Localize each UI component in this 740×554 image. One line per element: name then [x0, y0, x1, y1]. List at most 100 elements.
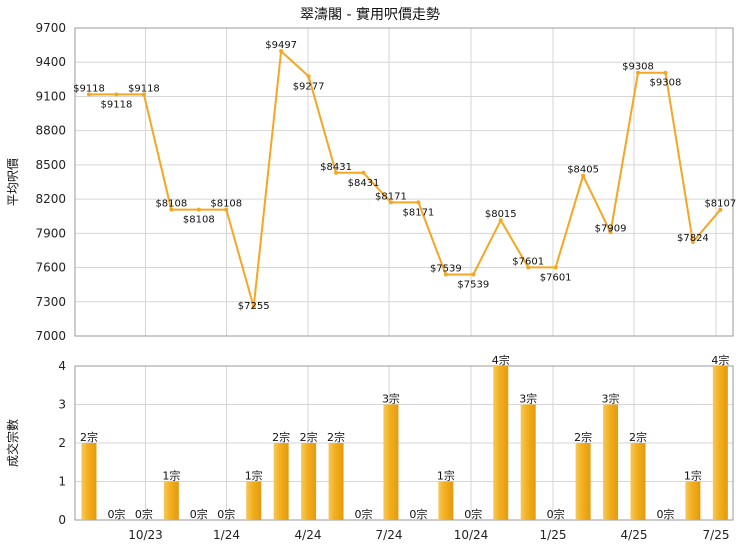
- count-bar: [301, 443, 317, 520]
- price-y-tick-label: 7900: [35, 226, 66, 240]
- price-point: [636, 70, 640, 75]
- count-data-label: 3宗: [519, 392, 537, 406]
- count-data-label: 0宗: [656, 507, 674, 521]
- count-data-label: 0宗: [107, 507, 125, 521]
- price-point: [141, 92, 146, 97]
- count-data-label: 0宗: [464, 507, 482, 521]
- count-data-label: 4宗: [711, 353, 729, 367]
- count-bar: [520, 404, 536, 520]
- count-bar: [603, 404, 619, 520]
- count-data-label: 3宗: [382, 392, 400, 406]
- price-point: [306, 74, 311, 79]
- price-y-tick-label: 8200: [35, 192, 66, 206]
- price-data-label: $9308: [650, 78, 682, 89]
- price-point: [663, 70, 668, 75]
- price-data-label: $7601: [512, 256, 544, 267]
- count-plot-frame: [74, 365, 734, 521]
- price-data-label: $9118: [128, 83, 160, 94]
- count-bar: [273, 443, 289, 520]
- price-point: [498, 218, 503, 223]
- price-data-label: $8108: [210, 199, 242, 210]
- price-point: [361, 170, 366, 175]
- count-y-tick-label: 3: [58, 398, 66, 412]
- x-tick-label: 4/24: [295, 528, 322, 542]
- count-data-label: 0宗: [190, 507, 208, 521]
- price-data-label: $8108: [155, 199, 187, 210]
- price-data-label: $9497: [265, 40, 297, 51]
- count-bar: [163, 481, 179, 520]
- count-bar: [493, 366, 509, 520]
- count-data-label: 1宗: [162, 469, 180, 483]
- x-tick-label: 7/24: [376, 528, 403, 542]
- count-data-label: 0宗: [547, 507, 565, 521]
- price-point: [718, 207, 723, 212]
- x-tick-label: 10/23: [128, 528, 163, 542]
- price-point: [251, 304, 256, 309]
- price-point: [608, 230, 613, 235]
- price-y-tick-label: 8800: [35, 124, 66, 138]
- count-bar: [685, 481, 701, 520]
- count-data-label: 1宗: [245, 469, 263, 483]
- price-y-tick-label: 9700: [35, 21, 66, 35]
- price-y-axis-title: 平均呎價: [6, 158, 20, 206]
- count-data-label: 3宗: [602, 392, 620, 406]
- price-point: [279, 49, 284, 54]
- price-data-label: $8431: [320, 162, 352, 173]
- count-data-label: 0宗: [217, 507, 235, 521]
- price-point: [87, 92, 91, 97]
- count-bar: [575, 443, 591, 520]
- price-data-label: $9118: [101, 99, 133, 110]
- count-bar: [246, 481, 262, 520]
- price-point: [196, 207, 201, 212]
- price-point: [224, 207, 229, 212]
- count-data-label: 2宗: [300, 430, 318, 444]
- price-y-tick-label: 7000: [35, 329, 66, 343]
- price-y-tick-label: 8500: [35, 158, 66, 172]
- price-y-tick-label: 7300: [35, 295, 66, 309]
- price-point: [334, 170, 339, 175]
- price-data-label: $7824: [677, 233, 709, 244]
- price-data-label: $8107: [704, 199, 736, 210]
- count-data-label: 0宗: [135, 507, 153, 521]
- x-tick-label: 1/24: [213, 528, 240, 542]
- count-y-axis-title: 成交宗數: [5, 419, 20, 467]
- count-y-tick-label: 2: [58, 436, 66, 450]
- price-y-tick-label: 9100: [35, 89, 66, 103]
- count-data-label: 4宗: [492, 353, 510, 367]
- price-y-tick-label: 7600: [35, 261, 66, 275]
- count-data-label: 2宗: [80, 430, 98, 444]
- price-data-label: $8171: [402, 207, 434, 218]
- count-data-label: 2宗: [574, 430, 592, 444]
- price-data-label: $7255: [238, 301, 270, 312]
- price-point: [526, 265, 531, 270]
- price-data-label: $7539: [430, 264, 462, 275]
- price-point: [690, 240, 695, 245]
- price-point: [581, 173, 586, 178]
- price-plot-area: [75, 28, 733, 336]
- price-point: [443, 272, 448, 277]
- price-data-label: $9308: [622, 62, 654, 73]
- price-data-label: $7909: [595, 223, 627, 234]
- count-bar: [438, 481, 454, 520]
- count-data-label: 1宗: [684, 469, 702, 483]
- count-panel: 0 1 2 3 4 成交宗數 2宗 0宗 0宗 1宗 0宗 0宗 1宗 2宗 2宗 2宗 0宗 3宗 0宗 1宗 0宗 4…: [5, 353, 734, 542]
- price-point: [416, 200, 421, 205]
- price-line: [89, 50, 722, 308]
- price-data-label: $8015: [485, 209, 517, 220]
- count-data-label: 2宗: [629, 430, 647, 444]
- price-data-label: $7601: [540, 272, 572, 283]
- price-y-tick-label: 9400: [35, 55, 66, 69]
- price-point: [553, 265, 558, 270]
- count-bar: [81, 443, 97, 520]
- price-plot-frame: [74, 27, 734, 337]
- count-bar: [328, 443, 344, 520]
- x-tick-label: 1/25: [540, 528, 567, 542]
- price-data-label: $9277: [293, 81, 325, 92]
- price-point: [471, 272, 476, 277]
- x-tick-label: 4/25: [621, 528, 648, 542]
- count-bar: [712, 366, 728, 520]
- x-tick-label: 7/25: [703, 528, 730, 542]
- price-point: [114, 92, 119, 97]
